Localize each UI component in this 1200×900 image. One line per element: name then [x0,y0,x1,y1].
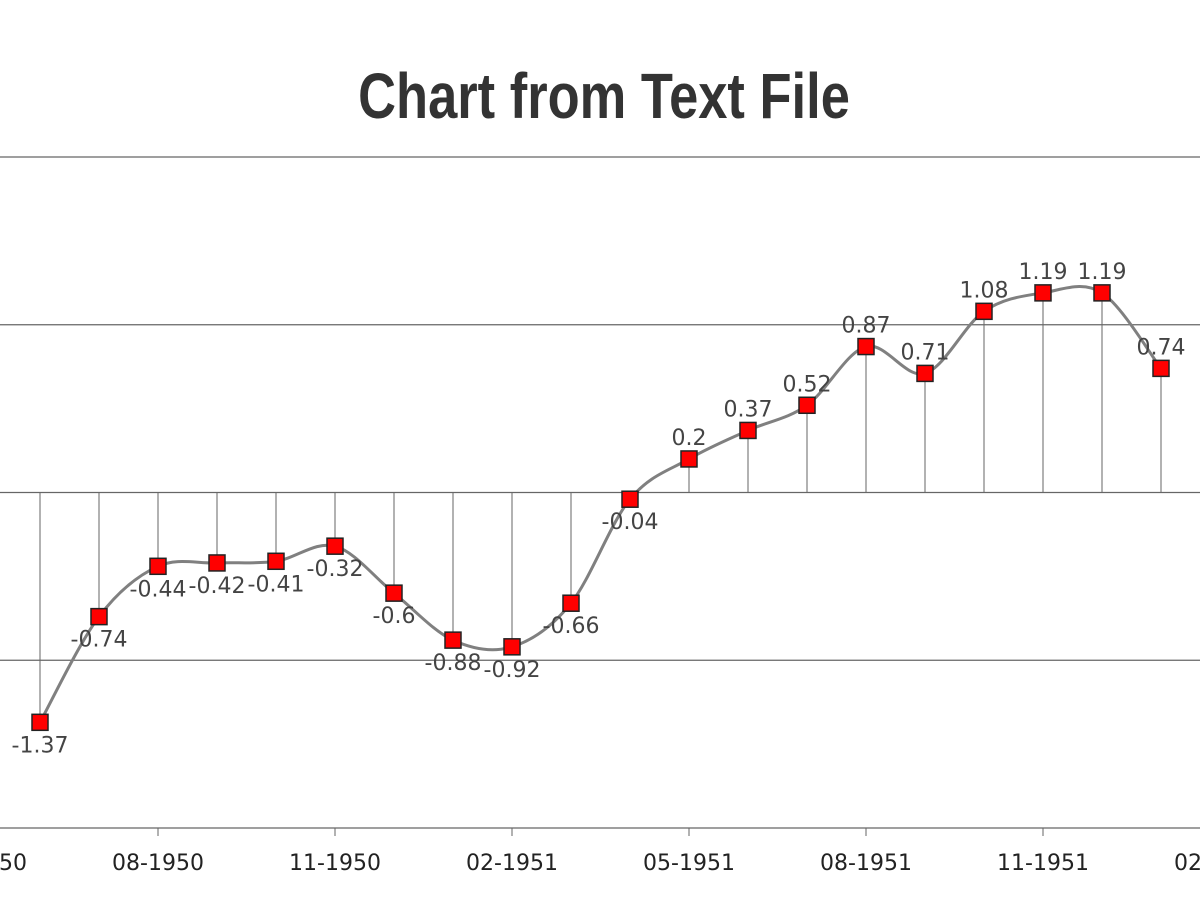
data-label: 0.37 [724,397,773,422]
data-label: -0.04 [602,510,659,535]
marker [326,537,344,555]
marker [149,557,167,576]
data-label: 1.08 [960,278,1009,303]
marker [267,552,285,571]
data-label: 0.52 [783,372,832,397]
chart-title: Chart from Text File [358,61,850,132]
marker [739,421,757,440]
marker [503,638,521,656]
marker [1152,359,1170,378]
x-tick-label: 05-1951 [643,851,735,876]
marker [444,631,462,649]
x-tick-label: 02-1952 [1174,851,1200,876]
data-label: -0.88 [425,651,482,676]
marker [975,302,993,321]
marker [916,364,934,383]
x-tick-label: 11-1951 [997,851,1089,876]
data-label: -0.44 [130,577,187,602]
marker [798,396,816,415]
data-label: -0.41 [248,572,305,597]
x-tick-label: 08-1951 [820,851,912,876]
marker [208,554,226,572]
x-tick-label: 08-1950 [112,851,204,876]
marker [385,584,403,602]
data-label: -1.37 [12,733,69,758]
data-label: 0.87 [842,314,891,339]
data-label: -0.32 [307,557,364,582]
data-label: -0.42 [189,574,246,599]
data-label: -0.74 [71,628,128,653]
x-tick-label: 02-1951 [466,851,558,876]
marker [1034,284,1052,302]
marker [1093,284,1111,302]
x-tick-label: 05-1950 [0,851,27,876]
data-label: 0.74 [1137,335,1186,360]
marker [857,337,875,356]
marker [621,490,639,508]
data-label: 0.2 [672,426,707,451]
data-label: 1.19 [1078,260,1127,285]
data-label: -0.92 [484,658,541,683]
data-label: -0.6 [373,604,416,629]
marker [90,607,108,626]
series-line [38,285,1163,724]
marker [31,713,49,732]
data-label: -0.66 [543,614,600,639]
marker [680,450,698,468]
marker [562,594,580,612]
data-label: 0.71 [901,340,950,365]
x-tick-label: 11-1950 [289,851,381,876]
data-label: 1.19 [1019,260,1068,285]
